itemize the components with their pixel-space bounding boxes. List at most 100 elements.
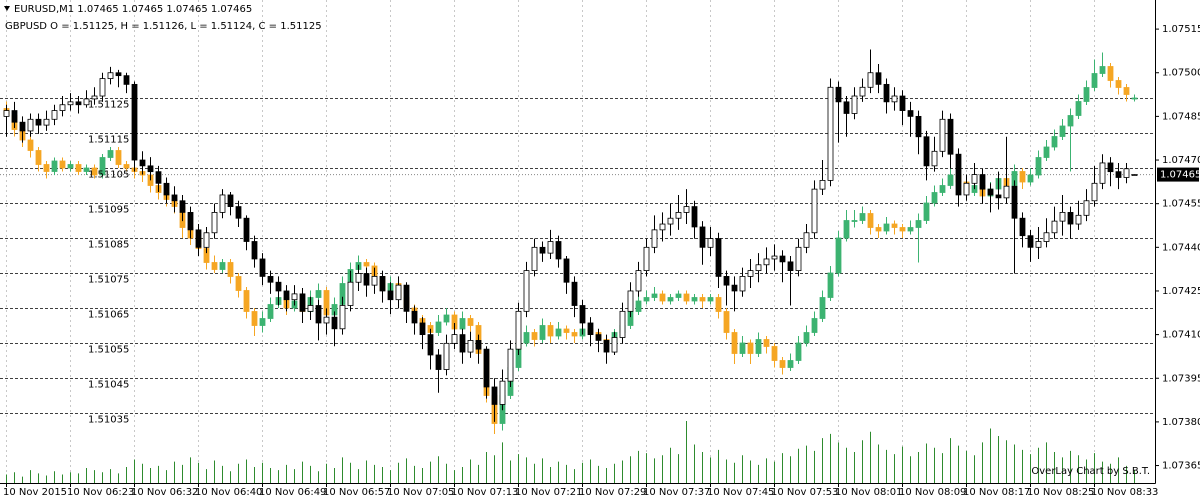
candle-body <box>571 281 578 306</box>
candle-body <box>187 212 194 231</box>
candle-body <box>307 305 314 312</box>
candle-body <box>1051 136 1058 148</box>
y-tick-label: 1.07425 <box>1162 286 1200 297</box>
x-tick-label: 10 Nov 2015 <box>3 487 67 498</box>
candle-body <box>243 217 250 242</box>
candle-body <box>531 246 538 271</box>
candle-body <box>563 328 570 333</box>
candle-body <box>219 262 226 270</box>
candle-body <box>59 104 66 111</box>
candle-body <box>267 304 274 319</box>
candle-body <box>531 332 538 340</box>
candle-body <box>99 157 106 176</box>
candle-body <box>843 220 850 239</box>
candle-body <box>579 305 586 324</box>
x-tick-label: 10 Nov 08:09 <box>899 487 966 498</box>
candle-body <box>763 258 770 266</box>
candle-body <box>1107 66 1114 81</box>
candle-body <box>1035 157 1042 176</box>
candle-body <box>299 293 306 312</box>
candle-body <box>739 276 746 292</box>
candle-body <box>547 241 554 254</box>
candle-body <box>723 276 730 286</box>
candle-body <box>611 337 618 353</box>
candle-body <box>1067 212 1074 225</box>
candle-body <box>563 258 570 283</box>
candle-body <box>123 75 130 85</box>
candle-body <box>931 192 938 204</box>
candle-body <box>651 229 658 248</box>
candle-body <box>723 311 730 333</box>
candle-body <box>339 305 346 330</box>
y2-tick-label: 1.51115 <box>88 135 129 146</box>
candle-body <box>211 262 218 270</box>
candle-body <box>683 293 690 302</box>
candle-body <box>435 354 442 370</box>
candle-body <box>51 160 58 172</box>
candle-body <box>867 213 874 228</box>
candle-body <box>107 72 114 79</box>
candle-body <box>707 238 714 248</box>
candle-body <box>275 281 282 292</box>
candle-body <box>539 325 546 340</box>
candle-body <box>771 255 778 260</box>
menu-triangle[interactable] <box>4 6 10 11</box>
candle-body <box>235 206 242 219</box>
candle-body <box>1115 171 1122 178</box>
annotation: OverLay Chart by S.B.T. <box>1031 466 1150 477</box>
candle-body <box>939 118 946 152</box>
candle-body <box>1123 168 1130 178</box>
candle-body <box>923 136 930 167</box>
candle-body <box>259 258 266 277</box>
candle-body <box>915 115 922 138</box>
candle-body <box>699 297 706 302</box>
x-tick-label: 10 Nov 07:45 <box>707 487 774 498</box>
y2-tick-label: 1.51075 <box>88 275 129 286</box>
candle-body <box>539 246 546 254</box>
candle-body <box>115 72 122 77</box>
candle-body <box>475 340 482 350</box>
candle-body <box>779 360 786 368</box>
candle-body <box>371 276 378 286</box>
candle-body <box>459 334 466 353</box>
x-tick-label: 10 Nov 07:37 <box>643 487 710 498</box>
candle-body <box>403 284 410 312</box>
candle-body <box>707 297 714 302</box>
y2-tick-label: 1.51125 <box>88 100 129 111</box>
candle-body <box>979 174 986 190</box>
y-tick-label: 1.07485 <box>1162 111 1200 122</box>
y-tick-label: 1.07500 <box>1162 68 1200 79</box>
candle-body <box>731 332 738 354</box>
y2-tick-label: 1.51065 <box>88 310 129 321</box>
candle-body <box>987 188 994 196</box>
candle-body <box>499 380 506 405</box>
candle-body <box>1059 125 1066 137</box>
candle-body <box>67 164 74 169</box>
candle-body <box>851 220 858 222</box>
candle-body <box>179 200 186 213</box>
candle-body <box>803 332 810 344</box>
y-tick-label: 1.07470 <box>1162 155 1200 166</box>
candle-body <box>819 297 826 319</box>
candle-body <box>835 237 842 274</box>
chart-title: EURUSD,M1 1.07465 1.07465 1.07465 1.0746… <box>14 4 252 15</box>
candle-body <box>1035 241 1042 248</box>
x-tick-label: 10 Nov 08:25 <box>1027 487 1094 498</box>
candle-body <box>515 310 522 350</box>
candle-body <box>379 276 386 292</box>
candle-body <box>139 159 146 167</box>
candle-body <box>1099 162 1106 184</box>
x-tick-label: 10 Nov 06:23 <box>67 487 134 498</box>
candle-body <box>811 318 818 333</box>
x-tick-label: 10 Nov 08:17 <box>963 487 1030 498</box>
x-tick-label: 10 Nov 06:32 <box>131 487 198 498</box>
candle-body <box>523 332 530 344</box>
candle-body <box>1099 66 1106 74</box>
y-tick-label: 1.07515 <box>1162 24 1200 35</box>
candle-body <box>523 270 530 312</box>
candle-body <box>595 334 602 341</box>
candle-body <box>75 101 82 106</box>
candle-body <box>675 293 682 298</box>
x-tick-label: 10 Nov 06:49 <box>259 487 326 498</box>
candle-body <box>19 121 26 132</box>
